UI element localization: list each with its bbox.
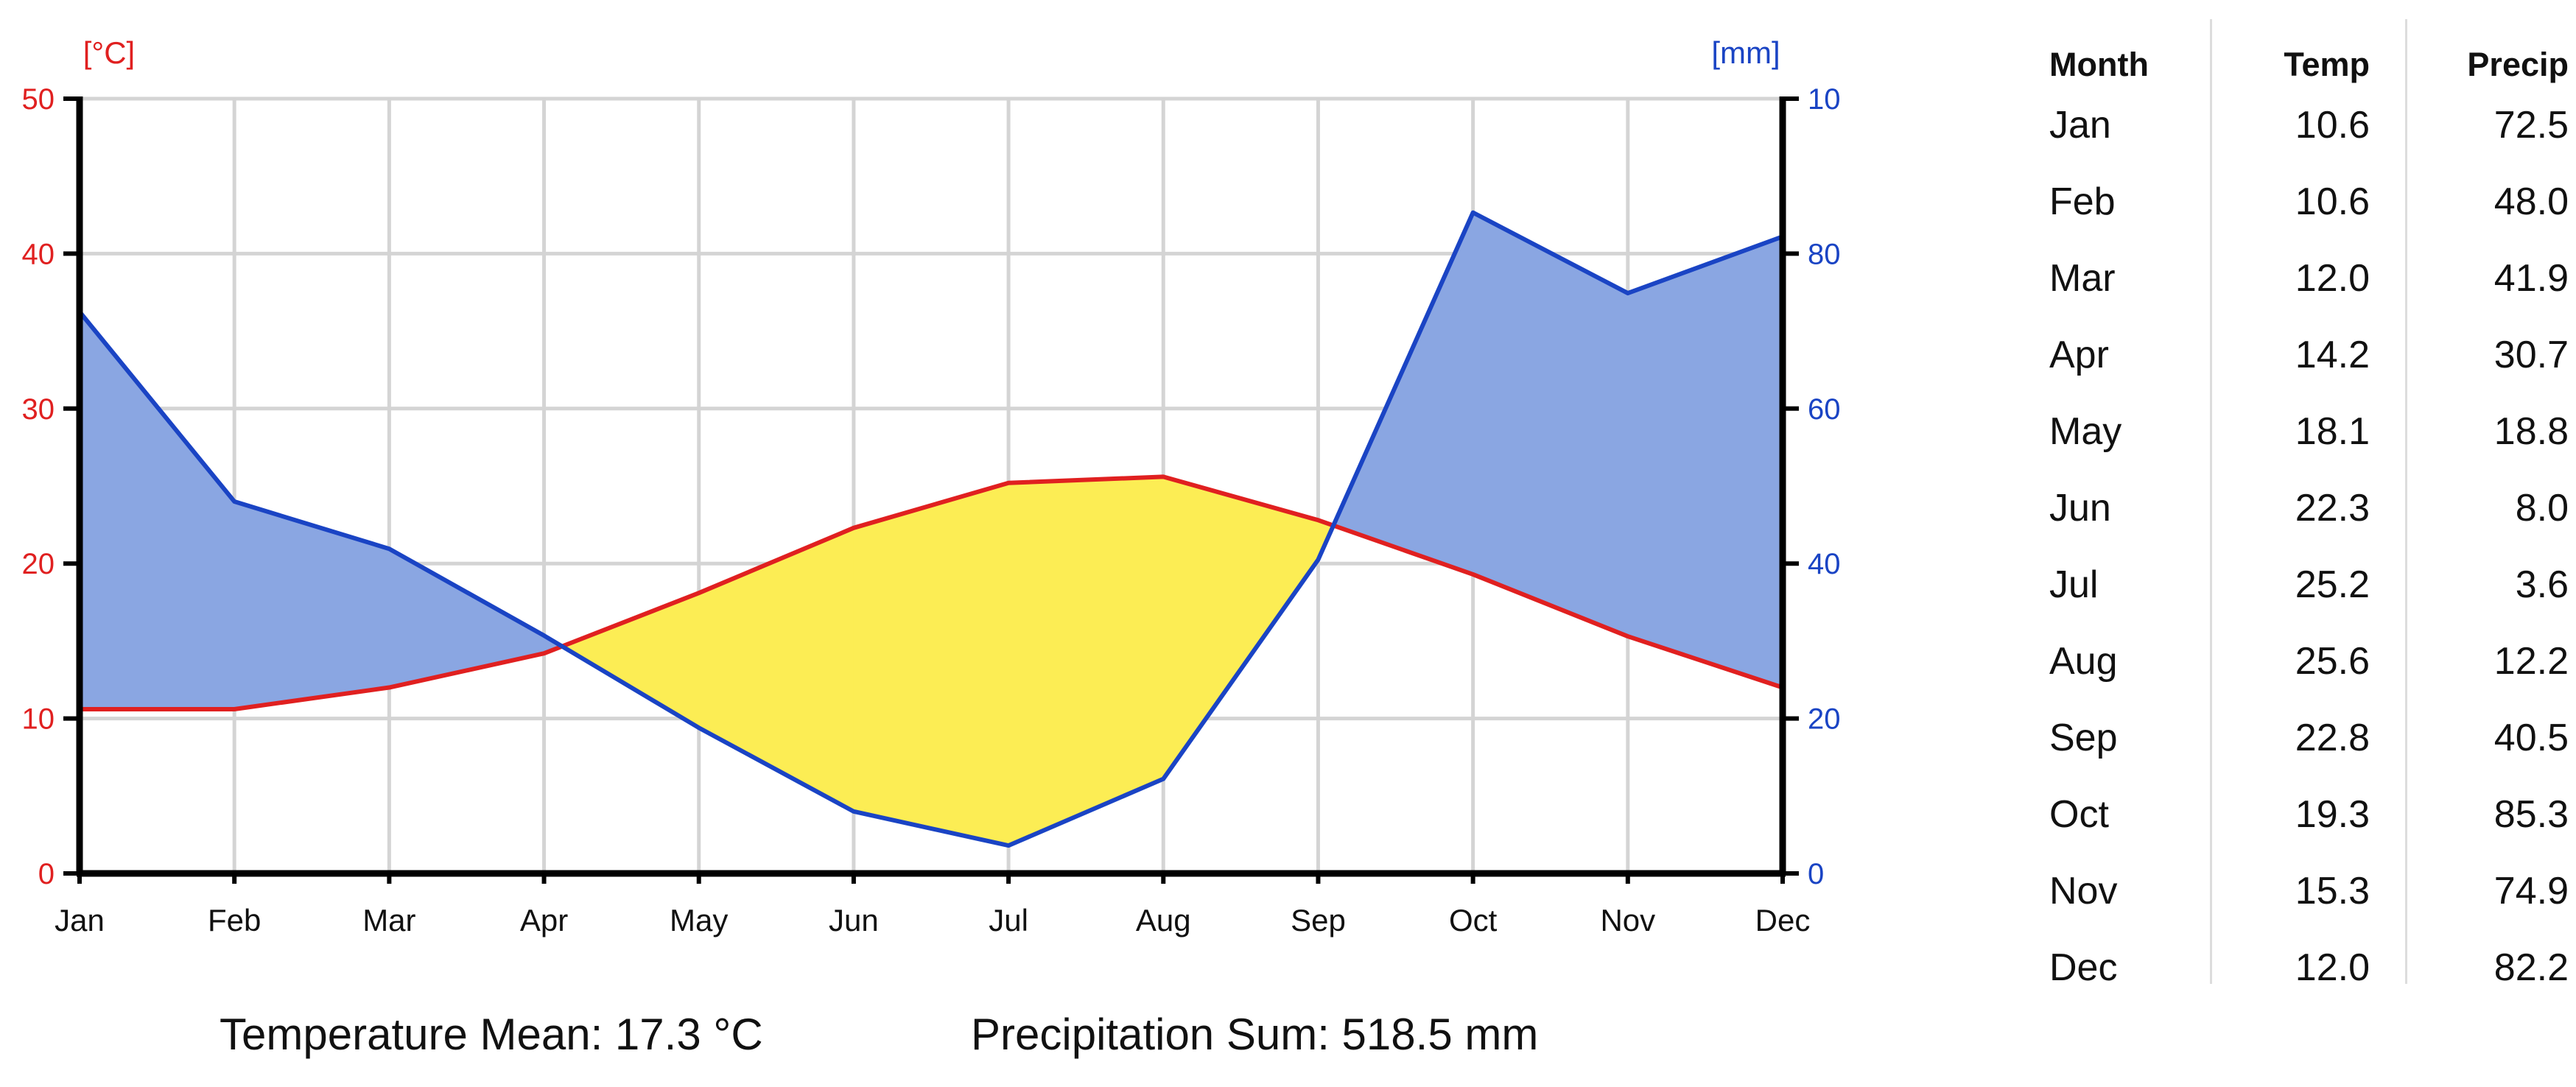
- cell-temp: 12.0: [2295, 946, 2370, 989]
- x-tick-label: Dec: [1755, 903, 1811, 938]
- cell-month: Apr: [2049, 334, 2109, 376]
- x-tick-label: Jan: [55, 903, 105, 938]
- cell-month: Nov: [2049, 870, 2118, 912]
- header-temp: Temp: [2284, 46, 2370, 83]
- arid-area: [1162, 476, 1319, 781]
- axis-labels: 0 10 20 30 40 50 0 20 40 60 80 100 Jan Feb Mar Apr May Ju…: [22, 35, 1842, 938]
- cell-precip: 74.9: [2493, 870, 2569, 912]
- humid-area: [1473, 211, 1629, 637]
- cell-precip: 40.5: [2493, 717, 2569, 759]
- column-divider: [2210, 19, 2212, 984]
- x-tick-label: Sep: [1291, 903, 1346, 938]
- cell-precip: 3.6: [2515, 563, 2569, 606]
- cell-temp: 22.3: [2295, 487, 2370, 530]
- climate-chart: 0 10 20 30 40 50 0 20 40 60 80 100 Jan Feb Mar Apr May Ju…: [22, 35, 1842, 938]
- cell-month: Jan: [2049, 104, 2111, 147]
- left-tick-label: 50: [22, 83, 55, 116]
- column-divider: [2405, 19, 2407, 984]
- cell-precip: 41.9: [2493, 257, 2569, 300]
- arid-area: [853, 482, 1009, 846]
- cell-temp: 10.6: [2295, 180, 2370, 223]
- right-tick-label: 100: [1808, 83, 1842, 116]
- humid-area: [234, 501, 390, 710]
- x-tick-label: Oct: [1449, 903, 1498, 938]
- left-tick-label: 10: [22, 703, 55, 736]
- cell-precip: 12.2: [2493, 640, 2569, 683]
- cell-precip: 48.0: [2493, 180, 2569, 223]
- cell-temp: 22.8: [2295, 717, 2370, 759]
- cell-precip: 85.3: [2493, 793, 2569, 836]
- header-precip: Precip: [2467, 46, 2569, 83]
- cell-precip: 72.5: [2493, 104, 2569, 147]
- cell-month: Dec: [2049, 946, 2118, 989]
- humid-area: [1627, 236, 1783, 689]
- cell-precip: 18.8: [2493, 410, 2569, 453]
- fill-areas: [79, 211, 1783, 846]
- cell-temp: 14.2: [2295, 334, 2370, 376]
- cell-temp: 18.1: [2295, 410, 2370, 453]
- right-tick-label: 20: [1808, 703, 1841, 736]
- x-tick-label: Mar: [362, 903, 415, 938]
- right-tick-label: 60: [1808, 393, 1841, 426]
- cell-month: Aug: [2049, 640, 2118, 683]
- cell-month: Sep: [2049, 717, 2118, 759]
- cell-precip: 30.7: [2493, 334, 2569, 376]
- axes: [63, 96, 1799, 884]
- cell-temp: 12.0: [2295, 257, 2370, 300]
- humid-area: [1333, 212, 1474, 575]
- x-tick-label: Jun: [829, 903, 879, 938]
- series-lines: [77, 210, 1784, 848]
- header-month: Month: [2049, 46, 2149, 83]
- cell-month: Mar: [2049, 257, 2116, 300]
- cell-month: May: [2049, 410, 2122, 453]
- cell-temp: 25.2: [2295, 563, 2370, 606]
- cell-month: Jul: [2049, 563, 2099, 606]
- right-tick-label: 40: [1808, 548, 1841, 580]
- left-tick-label: 0: [38, 858, 55, 890]
- x-tick-label: Apr: [520, 903, 568, 938]
- right-tick-label: 0: [1808, 858, 1824, 890]
- right-axis-label: [mm]: [1711, 35, 1780, 70]
- left-tick-label: 40: [22, 238, 55, 270]
- x-tick-label: Aug: [1136, 903, 1191, 938]
- cell-month: Oct: [2049, 793, 2109, 836]
- temperature-mean: Temperature Mean: 17.3 °C: [220, 1010, 763, 1059]
- cell-month: Jun: [2049, 487, 2111, 530]
- x-tick-label: May: [670, 903, 728, 938]
- precipitation-sum: Precipitation Sum: 518.5 mm: [971, 1010, 1539, 1059]
- cell-temp: 19.3: [2295, 793, 2370, 836]
- precipitation-line: [77, 210, 1784, 848]
- x-tick-label: Jul: [989, 903, 1028, 938]
- right-tick-label: 80: [1808, 238, 1841, 270]
- humid-area: [79, 310, 235, 710]
- climate-table: Month Temp Precip Jan 10.6 72.5 Feb 10.6 48.0…: [2022, 19, 2576, 989]
- humid-area: [388, 548, 545, 689]
- cell-temp: 10.6: [2295, 104, 2370, 147]
- x-tick-label: Nov: [1600, 903, 1655, 938]
- cell-month: Feb: [2049, 180, 2116, 223]
- cell-temp: 15.3: [2295, 870, 2370, 912]
- x-tick-label: Feb: [208, 903, 261, 938]
- left-tick-label: 30: [22, 393, 55, 426]
- left-axis-label: [°C]: [83, 35, 135, 70]
- cell-precip: 82.2: [2493, 946, 2569, 989]
- left-tick-label: 20: [22, 548, 55, 580]
- temperature-line: [80, 474, 1783, 711]
- cell-temp: 25.6: [2295, 640, 2370, 683]
- cell-precip: 8.0: [2515, 487, 2569, 530]
